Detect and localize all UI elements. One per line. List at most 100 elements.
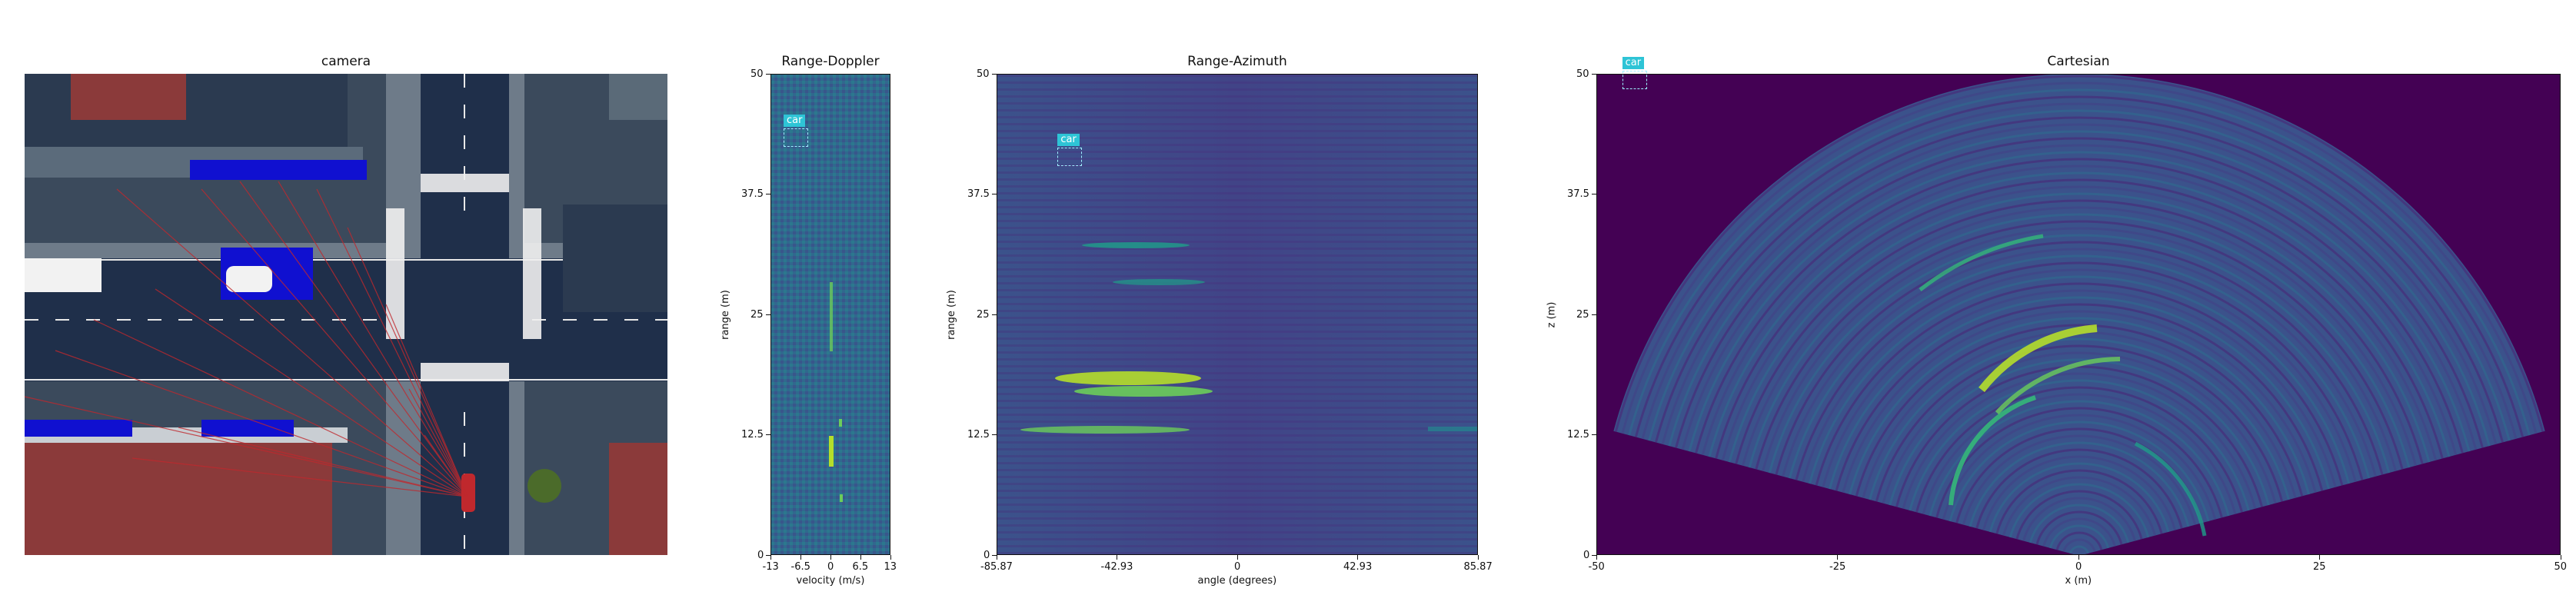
ca-ring	[1829, 296, 2330, 490]
ra-ytick	[992, 554, 997, 556]
ca-ring	[1882, 351, 2277, 504]
ca-ring	[1975, 448, 2183, 529]
rd-xtick-label: 13	[884, 561, 897, 573]
ca-ring	[1835, 303, 2324, 491]
range-azimuth-title: Range-Azimuth	[1187, 54, 1287, 69]
ca-ring	[1748, 213, 2411, 468]
ca-ring	[1661, 123, 2498, 445]
ca-xtick-label: 0	[2075, 561, 2082, 573]
ca-ring	[1949, 421, 2210, 522]
range-doppler-plot	[770, 74, 890, 555]
ca-xtick-label: 50	[2554, 561, 2568, 573]
rd-xtick	[860, 555, 861, 560]
ra-xtick-label: -85.87	[980, 561, 1013, 573]
cartesian-heatmap	[1597, 75, 2560, 554]
ca-ring	[1762, 227, 2397, 472]
white-car	[226, 266, 272, 292]
ca-ring	[1869, 337, 2290, 500]
ra-ytick-label: 0	[983, 549, 990, 561]
ca-ring	[1995, 469, 2163, 534]
ca-ring	[2009, 483, 2150, 538]
ca-xtick-label: 25	[2313, 561, 2326, 573]
ra-xtick-label: 85.87	[1463, 561, 1493, 573]
ca-ytick	[1592, 554, 1596, 556]
ca-ring	[1708, 171, 2451, 457]
rd-ytick-label: 50	[751, 68, 764, 80]
ca-xtick	[1596, 555, 1597, 560]
rd-xtick-label: 0	[827, 561, 834, 573]
range-doppler-title: Range-Doppler	[781, 54, 880, 69]
crosswalks	[386, 174, 541, 381]
roof-red-top	[71, 74, 186, 120]
ego-car-red	[461, 474, 475, 512]
rd-returns	[829, 282, 843, 502]
ca-ring	[1962, 434, 2197, 526]
building-top-right	[609, 74, 667, 120]
rd-xtick-label: 6.5	[852, 561, 869, 573]
building-bottom-right	[609, 443, 667, 555]
ra-ytick-label: 50	[977, 68, 990, 80]
ca-ring	[1875, 344, 2284, 502]
tree	[528, 469, 561, 503]
ca-ring	[1795, 261, 2364, 480]
building-bottom-left	[25, 435, 332, 555]
ca-ring	[1695, 158, 2464, 454]
rd-ytick-label: 12.5	[741, 429, 764, 440]
ca-xtick	[2319, 555, 2320, 560]
camera-title: camera	[321, 54, 371, 69]
ca-ring	[1915, 386, 2243, 513]
truck	[25, 258, 102, 292]
ca-ring	[2022, 497, 2136, 541]
ca-ring	[1768, 234, 2391, 474]
ca-ring	[1688, 151, 2471, 452]
ca-ring	[1808, 275, 2351, 484]
ca-ring	[1855, 324, 2304, 497]
ra-xtick-label: -42.93	[1100, 561, 1133, 573]
ra-xtick	[1236, 555, 1238, 560]
ca-rings	[1613, 75, 2545, 554]
ra-ytick-label: 37.5	[967, 188, 990, 200]
camera-view	[25, 74, 667, 555]
ra-xtick-label: 0	[1234, 561, 1241, 573]
ca-ring	[2062, 538, 2096, 553]
ca-ring	[2068, 545, 2090, 554]
ca-ring	[1902, 372, 2257, 510]
ca-xtick	[2078, 555, 2079, 560]
rd-xtick	[890, 555, 891, 560]
ra-ytick	[992, 434, 997, 435]
ca-ring	[1889, 358, 2270, 506]
rd-xtick	[800, 555, 801, 560]
ca-ring	[2055, 531, 2103, 550]
ra-ytick-label: 12.5	[967, 429, 990, 440]
ca-ring	[2029, 504, 2130, 544]
ca-ytick	[1592, 434, 1596, 435]
ca-ring	[1895, 365, 2264, 507]
ca-ring	[1982, 455, 2177, 531]
rd-detection-label: car	[784, 115, 806, 128]
rd-ytick-label: 37.5	[741, 188, 764, 200]
ca-ring	[1628, 88, 2531, 436]
ca-ring	[1802, 268, 2357, 483]
ca-xlabel: x (m)	[2065, 575, 2092, 587]
ra-detection-box	[1057, 148, 1083, 167]
ca-ring	[2042, 517, 2116, 547]
ca-ytick	[1592, 73, 1596, 75]
building-right	[563, 204, 667, 312]
rd-detection-box	[784, 128, 808, 148]
ca-ring	[1822, 289, 2337, 488]
ca-ring	[2002, 476, 2156, 536]
ca-ring	[1614, 75, 2544, 432]
ca-ring	[1815, 282, 2344, 486]
ca-ring	[1681, 144, 2478, 450]
ca-ring	[1929, 400, 2230, 517]
ca-ytick	[1592, 314, 1596, 315]
ca-ring	[1989, 462, 2170, 533]
ca-xtick-label: -25	[1829, 561, 1846, 573]
ra-xtick	[1357, 555, 1358, 560]
rd-ylabel: range (m)	[719, 289, 731, 340]
camera-scene	[25, 74, 667, 555]
ca-ring	[1782, 248, 2377, 477]
ca-ytick-label: 0	[1583, 549, 1590, 561]
ca-ring	[1721, 185, 2438, 461]
